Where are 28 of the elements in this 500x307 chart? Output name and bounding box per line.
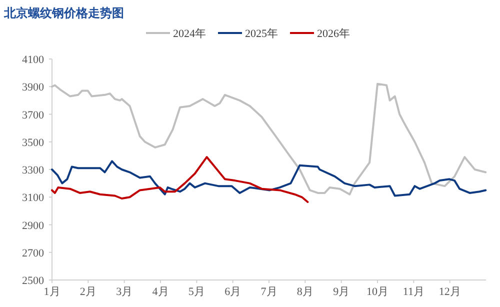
line-series bbox=[51, 160, 487, 197]
line-series bbox=[51, 82, 487, 196]
legend-label: 2026年 bbox=[317, 28, 350, 40]
legend-label: 2025年 bbox=[245, 28, 278, 40]
chart-title: 北京螺纹钢价格走势图 bbox=[3, 6, 124, 20]
x-tick-label: 11月 bbox=[402, 286, 424, 298]
y-tick-label: 3500 bbox=[22, 136, 44, 149]
x-tick-label: 2月 bbox=[80, 286, 96, 298]
x-tick-label: 10月 bbox=[366, 286, 388, 298]
x-tick-label: 6月 bbox=[224, 286, 242, 298]
y-tick-label: 3300 bbox=[22, 164, 44, 176]
x-tick-label: 5月 bbox=[188, 286, 205, 298]
y-tick-label: 4100 bbox=[22, 54, 44, 66]
x-tick-label: 7月 bbox=[260, 286, 278, 298]
legend-label: 2024年 bbox=[173, 28, 206, 40]
x-tick-label: 4月 bbox=[152, 286, 169, 298]
y-tick-label: 2500 bbox=[22, 275, 44, 287]
x-tick-label: 8月 bbox=[296, 286, 314, 298]
x-tick-label: 12月 bbox=[438, 286, 461, 298]
y-tick-label: 3100 bbox=[22, 192, 44, 204]
y-tick-label: 2700 bbox=[22, 247, 44, 260]
y-tick-label: 3900 bbox=[22, 82, 44, 94]
x-tick-label: 3月 bbox=[116, 286, 133, 298]
y-tick-label: 3700 bbox=[22, 109, 44, 122]
line-series bbox=[51, 156, 309, 203]
x-tick-label: 1月 bbox=[44, 286, 60, 298]
y-tick-label: 2900 bbox=[22, 220, 44, 232]
x-tick-label: 9月 bbox=[333, 286, 350, 298]
